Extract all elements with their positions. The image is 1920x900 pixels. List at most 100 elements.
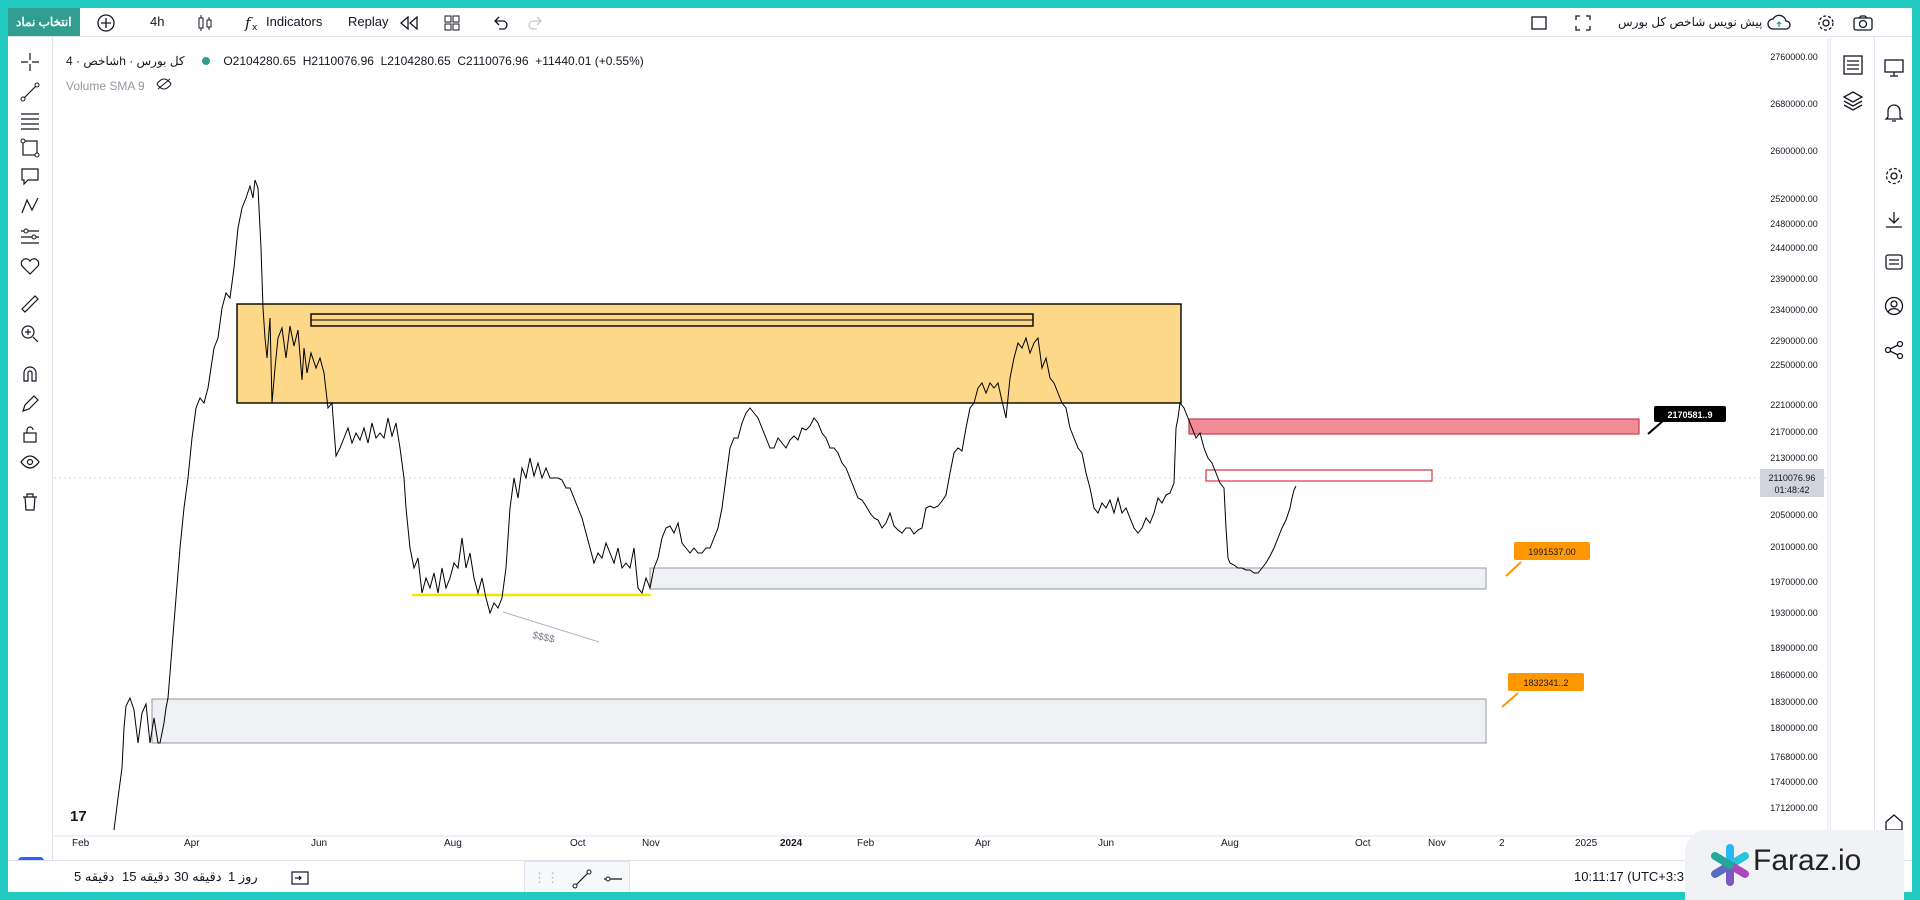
symbol-search-text[interactable]: پیش نویس شاخص کل بورس — [1618, 15, 1763, 29]
x-tick-label: 2025 — [1575, 838, 1598, 849]
y-tick-label: 2680000.00 — [1770, 99, 1818, 109]
calculator-icon[interactable] — [1883, 251, 1905, 278]
price-chart[interactable]: 2760000.00 2680000.00 2600000.00 2520000.00… — [8, 8, 1912, 892]
clock-label[interactable]: 10:11:17 (UTC+3:3 — [1574, 869, 1684, 884]
undo-icon[interactable] — [490, 8, 510, 36]
y-tick-label: 1800000.00 — [1770, 723, 1818, 733]
date-range-icon[interactable] — [290, 861, 310, 892]
x-tick-label: Aug — [444, 838, 462, 849]
forecast-icon[interactable] — [19, 225, 41, 247]
rectangle-icon[interactable] — [19, 137, 41, 159]
watchlist-icon[interactable] — [1841, 53, 1865, 82]
draw-mode-icon[interactable] — [19, 393, 41, 415]
fullscreen-icon[interactable] — [1573, 8, 1593, 36]
share-icon[interactable] — [1883, 339, 1905, 366]
x-tick-label: Feb — [72, 838, 90, 849]
lower-demand-zone — [151, 698, 1487, 744]
orange-upper-label-box — [1514, 542, 1590, 560]
watermark-text: Faraz.io — [1753, 844, 1862, 877]
magnet-icon[interactable] — [19, 363, 41, 385]
y-tick-label: 1712000.00 — [1770, 803, 1818, 813]
range-5min[interactable]: 5 دقیقه — [74, 869, 115, 884]
ruler-icon[interactable] — [19, 293, 41, 315]
lock-icon[interactable] — [19, 423, 41, 445]
horizontal-line-tool-icon[interactable] — [602, 868, 624, 890]
y-tick-label: 2600000.00 — [1770, 146, 1818, 156]
y-tick-label: 2050000.00 — [1770, 510, 1818, 520]
monitor-icon[interactable] — [1883, 57, 1905, 84]
replay-icon[interactable] — [398, 8, 420, 36]
upper-demand-zone — [649, 567, 1487, 590]
trash-icon[interactable] — [19, 491, 41, 513]
countdown-label: 01:48:42 — [1774, 485, 1809, 495]
range-15min[interactable]: 15 دقیقه — [122, 869, 170, 884]
red-outline-zone — [1205, 469, 1433, 482]
drawing-toolbar — [8, 37, 53, 883]
candle-type-icon[interactable] — [195, 8, 215, 36]
y-tick-label: 2250000.00 — [1770, 360, 1818, 370]
y-tick-label: 2130000.00 — [1770, 453, 1818, 463]
watermark-panel — [1685, 830, 1904, 900]
interval-button[interactable]: 4h — [150, 14, 165, 29]
y-tick-label: 2210000.00 — [1770, 400, 1818, 410]
indicator-name[interactable]: Volume SMA 9 — [66, 79, 145, 93]
favorites-heart-icon[interactable] — [19, 255, 41, 277]
zoom-in-icon[interactable] — [19, 323, 41, 345]
hidden-eye-icon[interactable] — [156, 78, 172, 93]
fib-retracement-icon[interactable] — [19, 109, 41, 131]
settings-gear-icon[interactable] — [1816, 8, 1836, 36]
x-tick-label: Apr — [184, 838, 200, 849]
crosshair-icon[interactable] — [19, 51, 41, 73]
download-icon[interactable] — [1883, 209, 1905, 236]
add-symbol-icon[interactable] — [96, 8, 116, 36]
y-tick-label: 2480000.00 — [1770, 219, 1818, 229]
floating-drawing-bar: ⋮⋮ — [524, 861, 630, 892]
layers-icon[interactable] — [1841, 89, 1865, 118]
right-panel-toolbar — [1830, 37, 1873, 867]
faraz-logo-icon — [1711, 844, 1749, 886]
trend-line-icon[interactable] — [19, 81, 41, 103]
trend-line-tool-icon[interactable] — [571, 868, 593, 890]
replay-button[interactable]: Replay — [348, 14, 389, 29]
market-status-dot — [202, 57, 210, 65]
x-tick-label: 2024 — [780, 838, 803, 849]
pattern-icon[interactable] — [19, 195, 41, 217]
layout-grid-icon[interactable] — [442, 8, 462, 36]
x-tick-label: Nov — [1428, 838, 1446, 849]
x-tick-label: Apr — [975, 838, 991, 849]
symbol-select-button[interactable]: انتخاب نماد — [8, 8, 80, 36]
right-sidebar — [1874, 37, 1912, 867]
y-tick-label: 2440000.00 — [1770, 243, 1818, 253]
legend-symbol[interactable]: شاخص · 4h · کل بورس — [66, 54, 185, 68]
time-axis-labels: Feb Apr Jun Aug Oct Nov 2024 Feb Apr Jun Aug Oct Nov… — [72, 838, 1598, 849]
fullscreen-frame-icon[interactable] — [1529, 8, 1549, 36]
dollar-note-label: $$$$ — [531, 630, 555, 645]
y-tick-label: 2340000.00 — [1770, 305, 1818, 315]
profile-icon[interactable] — [1883, 295, 1905, 322]
cloud-save-icon[interactable] — [1766, 8, 1792, 36]
camera-icon[interactable] — [1852, 8, 1874, 36]
legend-change: +11440.01 (+0.55%) — [535, 54, 644, 68]
last-price-box — [1760, 469, 1824, 497]
red-target-arrow — [1647, 419, 1665, 435]
settings-icon[interactable] — [1883, 165, 1905, 192]
home-icon[interactable] — [1883, 811, 1905, 838]
y-tick-label: 1970000.00 — [1770, 577, 1818, 587]
y-tick-label: 1860000.00 — [1770, 670, 1818, 680]
range-30min[interactable]: 30 دقیقه — [174, 869, 222, 884]
text-note-icon[interactable] — [19, 165, 41, 187]
legend-low: L2104280.65 — [380, 54, 451, 68]
eye-icon[interactable] — [19, 451, 41, 473]
range-1day[interactable]: 1 روز — [228, 869, 258, 884]
alert-bell-icon[interactable] — [1883, 101, 1905, 128]
x-tick-label: Nov — [642, 838, 660, 849]
redo-icon[interactable] — [526, 8, 546, 36]
orange-upper-label: 1991537.00 — [1528, 547, 1576, 557]
drag-handle-icon[interactable]: ⋮⋮ — [533, 870, 559, 885]
y-tick-label: 2010000.00 — [1770, 542, 1818, 552]
y-tick-label: 2390000.00 — [1770, 274, 1818, 284]
price-axis-labels: 2760000.00 2680000.00 2600000.00 2520000.00… — [1770, 52, 1818, 813]
indicators-button[interactable]: Indicators — [266, 14, 323, 29]
